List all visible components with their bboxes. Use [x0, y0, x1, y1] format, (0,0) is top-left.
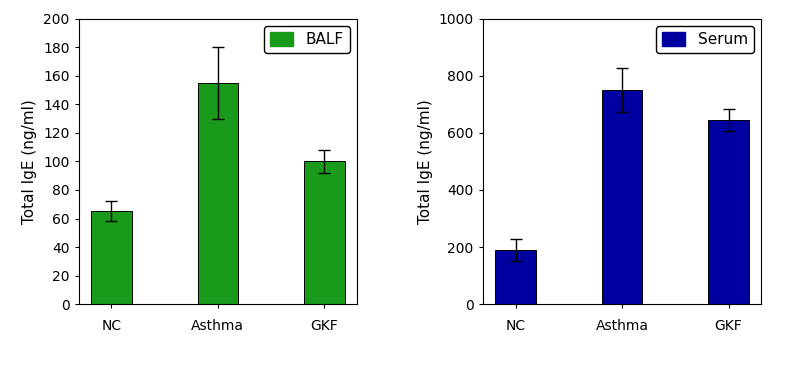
- Legend: Serum: Serum: [656, 26, 754, 53]
- Bar: [91, 211, 132, 304]
- Bar: [304, 161, 345, 304]
- Y-axis label: Total IgE (ng/ml): Total IgE (ng/ml): [418, 99, 433, 224]
- Legend: BALF: BALF: [264, 26, 349, 53]
- Bar: [708, 120, 749, 304]
- Y-axis label: Total IgE (ng/ml): Total IgE (ng/ml): [23, 99, 38, 224]
- Bar: [198, 83, 238, 304]
- Bar: [495, 250, 536, 304]
- Bar: [602, 90, 642, 304]
